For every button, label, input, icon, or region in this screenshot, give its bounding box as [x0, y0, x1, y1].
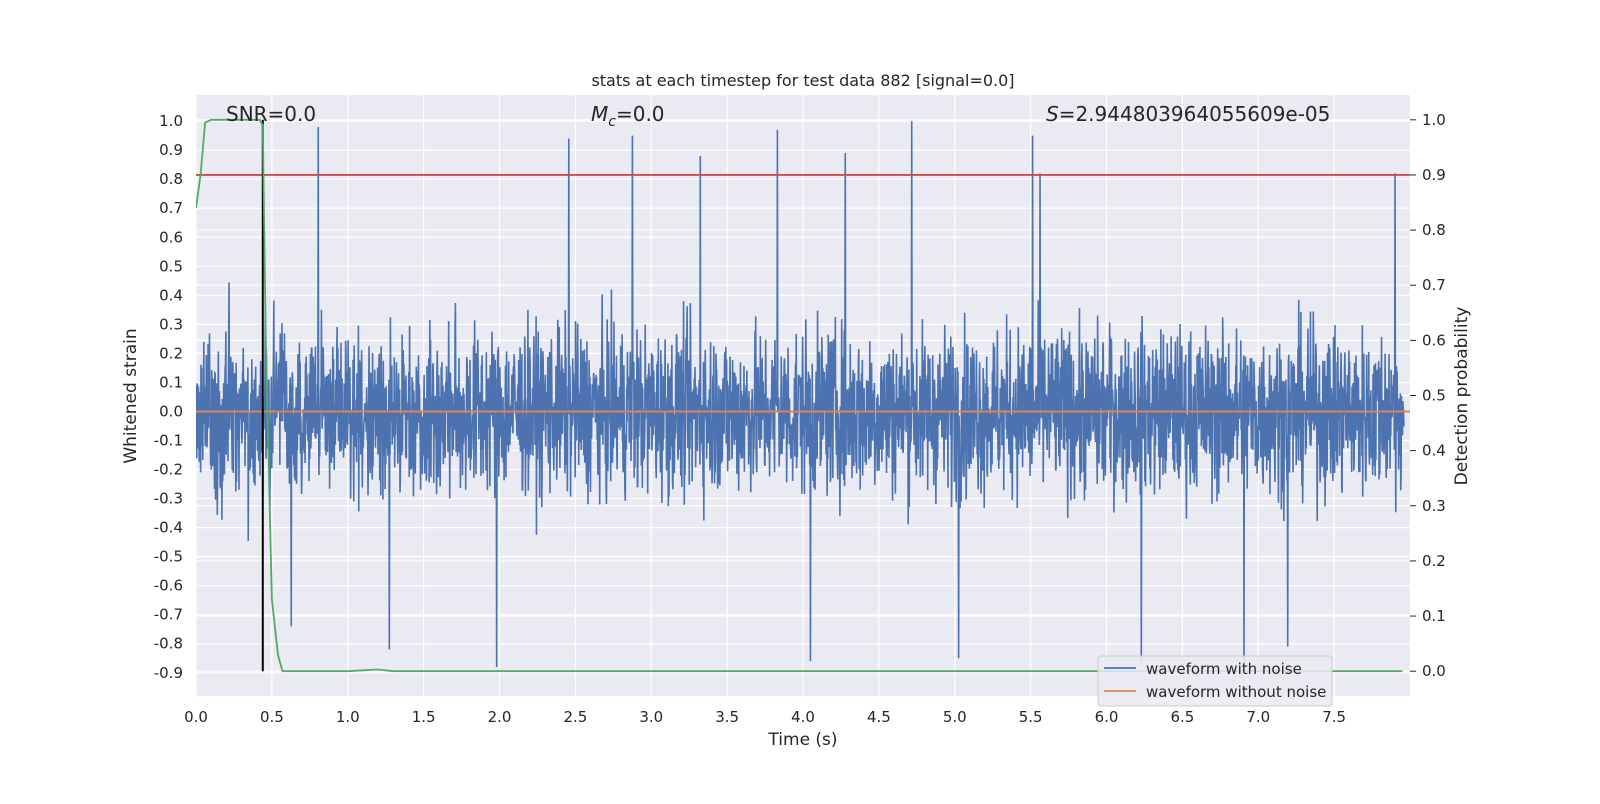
y-tick-label-left: 0.1: [159, 373, 183, 391]
y-tick-label-right: 0.0: [1422, 662, 1446, 680]
y-tick-label-left: 0.9: [159, 141, 183, 159]
y-tick-label-right: 0.2: [1422, 552, 1446, 570]
snr-annotation: SNR=0.0: [226, 102, 316, 126]
y-tick-label-left: 0.5: [159, 257, 183, 275]
x-tick-label: 7.5: [1322, 708, 1346, 726]
y-tick-label-right: 1.0: [1422, 111, 1446, 129]
chirp-mass-subscript: c: [608, 114, 616, 130]
s-symbol: S: [1046, 102, 1059, 126]
legend: waveform with noise waveform without noi…: [1097, 655, 1333, 707]
y-tick-label-left: 0.0: [159, 402, 183, 420]
x-tick-label: 6.5: [1170, 708, 1194, 726]
y-tick-label-right: 0.8: [1422, 221, 1446, 239]
y-tick-label-left: 0.4: [159, 286, 183, 304]
chart-title: stats at each timestep for test data 882…: [591, 71, 1014, 90]
x-tick-label: 5.0: [943, 708, 967, 726]
x-axis-label: Time (s): [767, 730, 837, 750]
series-detection-probability: [196, 118, 1403, 673]
y-tick-label-left: -0.8: [154, 635, 183, 653]
x-tick-label: 5.5: [1019, 708, 1043, 726]
y-tick-label-left: 0.7: [159, 199, 183, 217]
y-axis-right: 1.0 0.9 0.8 0.7 0.6 0.5 0.4 0.3 0.2 0.1 0.0: [1410, 111, 1446, 680]
y-tick-label-left: -0.7: [154, 606, 183, 624]
x-tick-label: 6.0: [1095, 708, 1119, 726]
y-axis-left: 1.0 0.9 0.8 0.7 0.6 0.5 0.4 0.3 0.2 0.1 0.0 -0.1 -0.…: [154, 112, 183, 682]
x-tick-label: 4.0: [791, 708, 815, 726]
y-tick-label-right: 0.5: [1422, 387, 1446, 405]
x-tick-label: 3.5: [715, 708, 739, 726]
x-tick-label: 3.0: [639, 708, 663, 726]
y-tick-label-left: -0.1: [154, 432, 183, 450]
x-tick-label: 2.0: [488, 708, 512, 726]
y-tick-label-right: 0.9: [1422, 166, 1446, 184]
y-tick-label-left: 0.2: [159, 344, 183, 362]
y-tick-label-left: 1.0: [159, 112, 183, 130]
x-tick-label: 1.5: [412, 708, 436, 726]
legend-label-noise: waveform with noise: [1146, 660, 1302, 678]
y-tick-label-left: -0.4: [154, 519, 183, 537]
s-value: =2.944803964055609e-05: [1059, 102, 1331, 126]
s-annotation: S=2.944803964055609e-05: [1046, 102, 1330, 126]
y-tick-label-right: 0.3: [1422, 497, 1446, 515]
chirp-mass-symbol: M: [591, 102, 608, 126]
data-layer: [196, 118, 1410, 673]
chirp-mass-value: =0.0: [616, 102, 665, 126]
y-tick-label-left: -0.9: [154, 664, 183, 682]
y-tick-label-right: 0.4: [1422, 442, 1446, 460]
x-tick-label: 1.0: [336, 708, 360, 726]
x-tick-label: 4.5: [867, 708, 891, 726]
y-tick-label-left: -0.5: [154, 548, 183, 566]
x-tick-label: 0.0: [184, 708, 208, 726]
y-tick-label-left: 0.3: [159, 315, 183, 333]
y-tick-label-left: -0.2: [154, 461, 183, 479]
x-tick-label: 7.0: [1246, 708, 1270, 726]
y-axis-right-label: Detection probability: [1452, 307, 1472, 486]
legend-box: [1097, 655, 1333, 707]
y-tick-label-left: 0.8: [159, 170, 183, 188]
x-tick-label: 0.5: [260, 708, 284, 726]
y-tick-label-right: 0.7: [1422, 276, 1446, 294]
series-waveform-with-noise: [196, 121, 1405, 670]
y-tick-label-left: -0.3: [154, 490, 183, 508]
y-tick-label-left: 0.6: [159, 228, 183, 246]
x-tick-label: 2.5: [563, 708, 587, 726]
y-tick-label-right: 0.6: [1422, 331, 1446, 349]
legend-label-no-noise: waveform without noise: [1146, 683, 1326, 701]
x-axis: 0.0 0.5 1.0 1.5 2.0 2.5 3.0 3.5 4.0 4.5 5.0 5.5 6.0 6…: [184, 708, 1346, 726]
y-axis-left-label: Whitened strain: [121, 328, 141, 463]
y-tick-label-right: 0.1: [1422, 607, 1446, 625]
chirp-mass-annotation: Mc=0.0: [591, 102, 665, 130]
y-tick-label-left: -0.6: [154, 577, 183, 595]
